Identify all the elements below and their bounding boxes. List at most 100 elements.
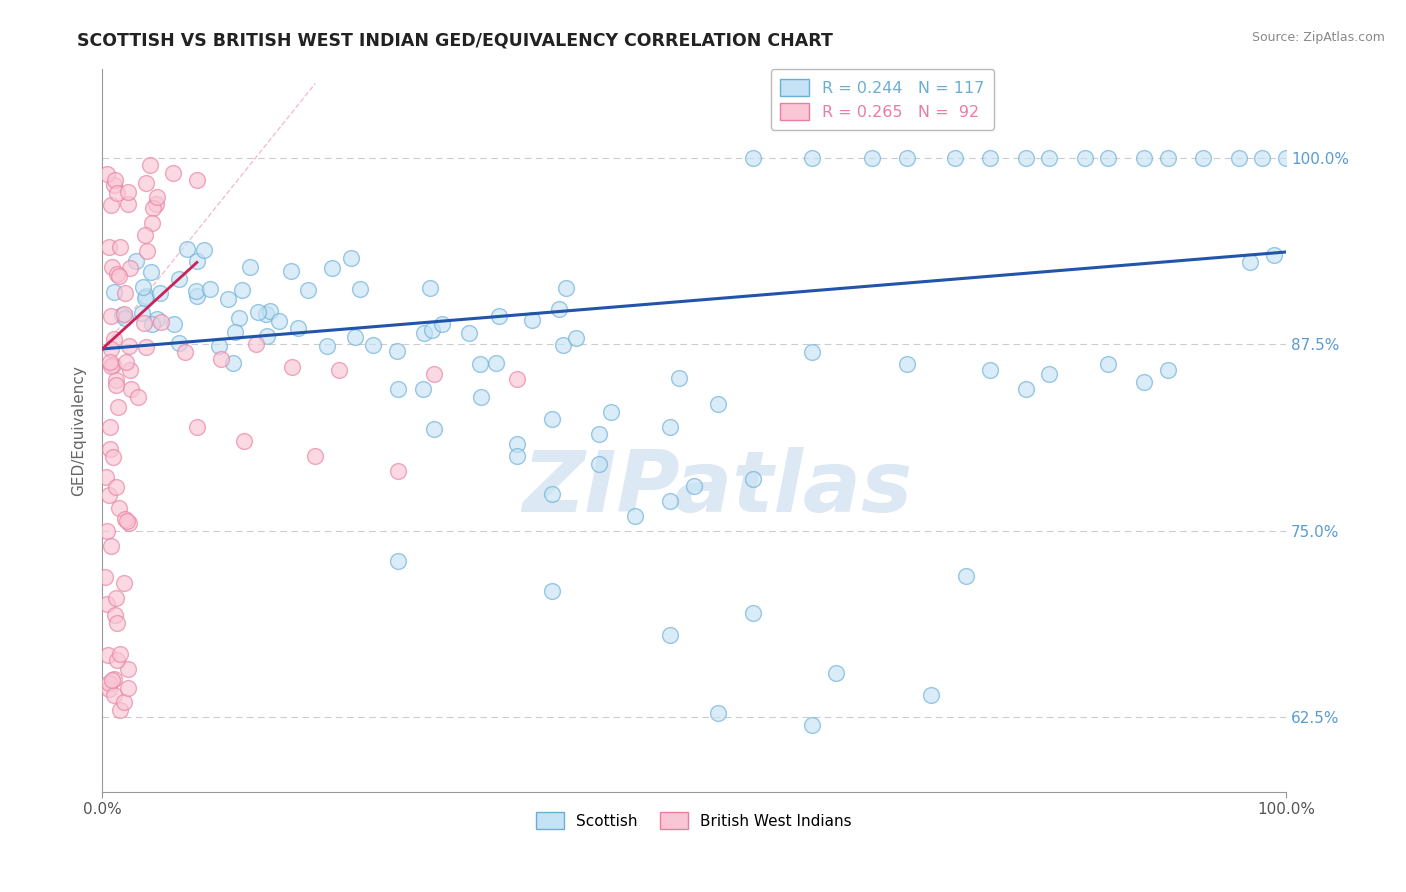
Point bbox=[96, 597, 118, 611]
Point bbox=[127, 390, 149, 404]
Point bbox=[412, 382, 434, 396]
Point bbox=[96, 470, 118, 484]
Point bbox=[118, 516, 141, 530]
Point bbox=[245, 337, 267, 351]
Point bbox=[209, 352, 232, 367]
Point bbox=[105, 615, 128, 630]
Point bbox=[118, 363, 141, 377]
Point bbox=[97, 240, 120, 254]
Point bbox=[105, 653, 128, 667]
Point bbox=[150, 315, 173, 329]
Point bbox=[145, 197, 167, 211]
Point bbox=[117, 185, 139, 199]
Point bbox=[162, 166, 184, 180]
Point bbox=[1275, 151, 1298, 165]
Point bbox=[103, 672, 125, 686]
Text: SCOTTISH VS BRITISH WEST INDIAN GED/EQUIVALENCY CORRELATION CHART: SCOTTISH VS BRITISH WEST INDIAN GED/EQUI… bbox=[77, 31, 834, 49]
Point bbox=[551, 338, 574, 352]
Point bbox=[104, 480, 127, 494]
Point bbox=[555, 281, 578, 295]
Point bbox=[167, 272, 190, 286]
Point bbox=[115, 514, 138, 528]
Point bbox=[104, 591, 127, 606]
Point bbox=[103, 332, 125, 346]
Point bbox=[541, 583, 564, 598]
Point bbox=[186, 419, 208, 434]
Point bbox=[488, 309, 510, 323]
Point bbox=[224, 325, 246, 339]
Point bbox=[267, 314, 290, 328]
Y-axis label: GED/Equivalency: GED/Equivalency bbox=[72, 365, 86, 496]
Point bbox=[98, 419, 121, 434]
Point bbox=[136, 244, 159, 258]
Point bbox=[419, 281, 441, 295]
Point bbox=[141, 216, 163, 230]
Point bbox=[239, 260, 262, 274]
Point bbox=[825, 665, 848, 680]
Point bbox=[100, 198, 122, 212]
Point bbox=[287, 321, 309, 335]
Point bbox=[304, 450, 326, 464]
Point bbox=[110, 240, 132, 254]
Point bbox=[349, 282, 371, 296]
Point bbox=[114, 512, 136, 526]
Point bbox=[98, 442, 121, 457]
Point bbox=[659, 628, 682, 642]
Point bbox=[117, 681, 139, 695]
Point bbox=[233, 434, 256, 449]
Point bbox=[256, 329, 278, 343]
Point bbox=[659, 419, 682, 434]
Point bbox=[943, 151, 966, 165]
Point bbox=[280, 264, 302, 278]
Point bbox=[131, 306, 153, 320]
Point bbox=[422, 422, 444, 436]
Point bbox=[280, 359, 302, 374]
Point bbox=[103, 450, 125, 464]
Point bbox=[135, 340, 157, 354]
Point bbox=[1133, 151, 1156, 165]
Point bbox=[134, 291, 156, 305]
Point bbox=[145, 190, 167, 204]
Point bbox=[107, 400, 129, 414]
Point bbox=[98, 355, 121, 369]
Point bbox=[167, 336, 190, 351]
Point bbox=[742, 606, 765, 620]
Point bbox=[114, 576, 136, 591]
Point bbox=[955, 568, 977, 582]
Point bbox=[801, 151, 824, 165]
Point bbox=[328, 363, 350, 377]
Point bbox=[344, 330, 367, 344]
Legend: Scottish, British West Indians: Scottish, British West Indians bbox=[530, 806, 858, 835]
Point bbox=[114, 355, 136, 369]
Point bbox=[114, 310, 136, 325]
Point bbox=[1251, 151, 1274, 165]
Point bbox=[387, 382, 409, 396]
Point bbox=[97, 487, 120, 501]
Text: Source: ZipAtlas.com: Source: ZipAtlas.com bbox=[1251, 31, 1385, 45]
Point bbox=[103, 688, 125, 702]
Point bbox=[174, 345, 197, 359]
Point bbox=[588, 457, 610, 471]
Point bbox=[97, 681, 120, 696]
Point bbox=[1097, 357, 1119, 371]
Point bbox=[485, 356, 508, 370]
Point bbox=[1038, 151, 1060, 165]
Point bbox=[108, 703, 131, 717]
Point bbox=[1156, 363, 1178, 377]
Point bbox=[600, 404, 623, 418]
Point bbox=[135, 176, 157, 190]
Point bbox=[420, 323, 443, 337]
Point bbox=[138, 159, 160, 173]
Point bbox=[1192, 151, 1215, 165]
Point bbox=[105, 186, 128, 201]
Point bbox=[706, 397, 728, 411]
Point bbox=[104, 172, 127, 186]
Point bbox=[142, 201, 165, 215]
Point bbox=[110, 648, 132, 662]
Point bbox=[1014, 382, 1036, 396]
Point bbox=[1073, 151, 1095, 165]
Point bbox=[541, 486, 564, 500]
Point bbox=[413, 326, 436, 341]
Point bbox=[134, 228, 156, 243]
Point bbox=[120, 261, 142, 276]
